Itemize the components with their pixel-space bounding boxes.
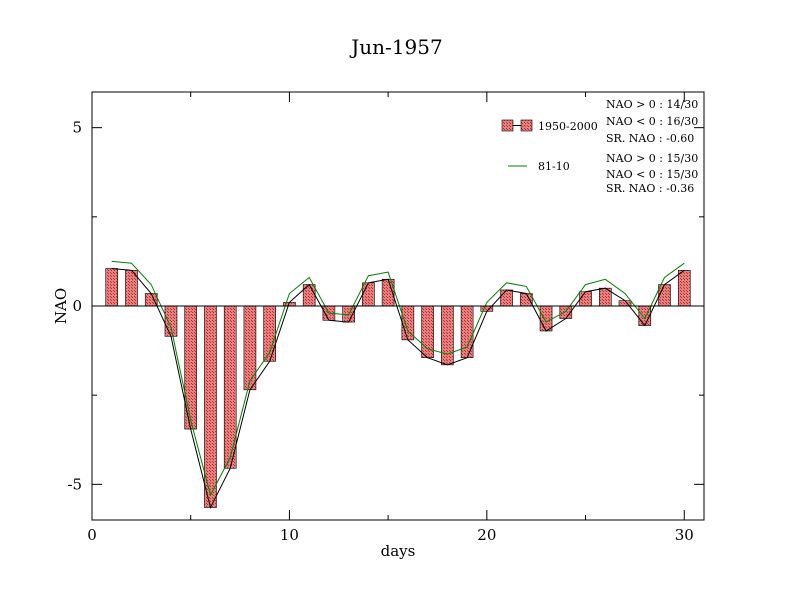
bar-day-21: [500, 289, 513, 307]
bar-day-8: [243, 305, 257, 391]
bar-day-30: [677, 270, 691, 307]
x-tick-label-10: 10: [280, 526, 299, 544]
bar-day-19: [460, 305, 474, 359]
y-tick-label-0: 0: [72, 297, 82, 315]
stat-2-nao-negative: NAO < 0 : 15/30: [606, 168, 698, 181]
bar-day-14: [362, 282, 375, 307]
bar-day-18: [441, 305, 454, 366]
bar-day-25: [579, 291, 592, 307]
legend-swatch-1950-2000-a: [501, 119, 514, 132]
x-axis-label: days: [381, 542, 416, 560]
y-tick-label-5: 5: [72, 119, 82, 137]
x-tick-label-30: 30: [675, 526, 694, 544]
stat-1-sr-nao: SR. NAO : -0.60: [606, 132, 694, 145]
stat-1-nao-negative: NAO < 0 : 16/30: [606, 115, 698, 128]
line-series-1950-2000: [111, 268, 685, 509]
y-tick-label--5: -5: [67, 475, 82, 493]
bar-day-1: [105, 268, 119, 307]
legend-label-1950-2000: 1950-2000: [538, 120, 598, 133]
lines-layer: [111, 260, 685, 509]
legend-swatch-1950-2000-b: [520, 119, 533, 132]
bar-day-3: [144, 293, 158, 307]
x-tick-label-0: 0: [87, 526, 97, 544]
bar-day-7: [223, 305, 237, 469]
y-axis-label: NAO: [52, 288, 70, 324]
bar-day-23: [539, 305, 553, 332]
chart-title: Jun-1957: [349, 35, 442, 59]
bars-layer: [105, 268, 691, 508]
line-series-81-10: [111, 260, 685, 497]
ticks-layer: 0 10 20 30 -5 0 5: [67, 92, 704, 544]
stat-2-sr-nao: SR. NAO : -0.36: [606, 182, 694, 195]
x-tick-label-20: 20: [477, 526, 496, 544]
bar-day-29: [658, 284, 671, 307]
legend-label-81-10: 81-10: [538, 160, 570, 173]
bar-day-22: [520, 293, 533, 307]
bar-day-4: [164, 305, 178, 337]
stat-1-nao-positive: NAO > 0 : 14/30: [606, 98, 698, 111]
legend: 1950-2000 81-10 NAO > 0 : 14/30 NAO < 0 …: [501, 98, 698, 195]
stat-2-nao-positive: NAO > 0 : 15/30: [606, 152, 698, 165]
